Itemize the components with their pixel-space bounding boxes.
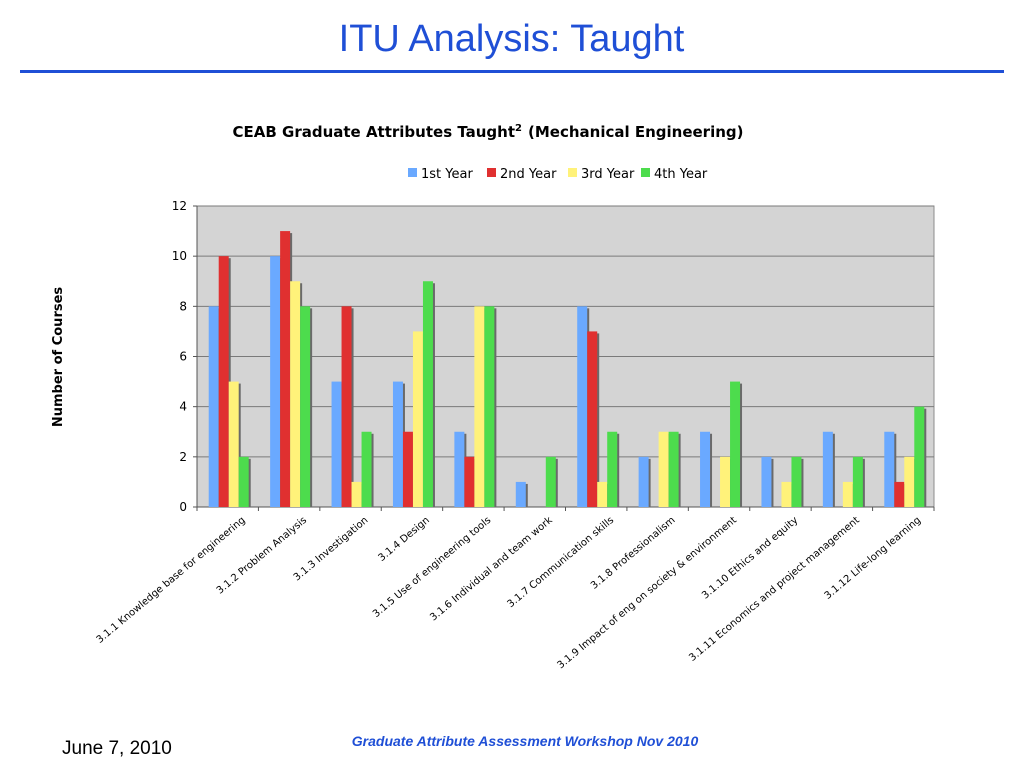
bar xyxy=(228,381,239,507)
bar xyxy=(218,256,229,507)
legend-label: 4th Year xyxy=(654,167,708,182)
y-tick-label: 4 xyxy=(179,400,187,414)
y-tick-label: 6 xyxy=(179,350,187,364)
bar xyxy=(720,456,731,507)
bar xyxy=(904,456,915,507)
bar xyxy=(341,306,352,507)
bar xyxy=(208,306,219,507)
legend-swatch xyxy=(641,168,650,177)
legend-label: 3rd Year xyxy=(581,167,635,182)
y-tick-label: 10 xyxy=(172,249,187,263)
y-tick-label: 12 xyxy=(172,199,187,213)
slide-title: ITU Analysis: Taught xyxy=(338,18,685,60)
bar xyxy=(577,306,588,507)
title-divider xyxy=(20,70,1004,73)
legend-swatch xyxy=(568,168,577,177)
bar xyxy=(464,456,475,507)
bar xyxy=(351,481,362,507)
x-tick-label: 3.1.7 Communication skills xyxy=(506,515,617,610)
bar xyxy=(587,331,598,507)
bar xyxy=(280,231,291,508)
bar xyxy=(300,306,311,507)
legend-label: 2nd Year xyxy=(500,167,557,182)
bar xyxy=(422,281,433,507)
chart-title-main: CEAB Graduate Attributes Taught xyxy=(232,123,515,141)
bar xyxy=(402,431,413,507)
bar xyxy=(412,331,423,507)
chart-title: CEAB Graduate Attributes Taught2 (Mechani… xyxy=(232,123,743,141)
x-tick-label: 3.1.6 Individual and team work xyxy=(428,515,555,624)
bar xyxy=(852,456,863,507)
bar xyxy=(545,456,556,507)
bar xyxy=(894,481,905,507)
bar xyxy=(392,381,403,507)
x-tick-label: 3.1.4 Design xyxy=(376,515,431,564)
bar xyxy=(822,431,833,507)
bar xyxy=(658,431,669,507)
chart-legend: 1st Year 2nd Year 3rd Year 4th Year xyxy=(408,167,708,182)
x-tick-label: 3.1.5 Use of engineering tools xyxy=(371,515,493,620)
y-tick-label: 0 xyxy=(179,500,187,514)
y-tick-label: 8 xyxy=(179,299,187,313)
y-axis-label: Number of Courses xyxy=(51,287,66,428)
bar xyxy=(700,431,711,507)
legend-swatch xyxy=(487,168,496,177)
chart-title-superscript: 2 xyxy=(515,123,522,134)
bar xyxy=(668,431,679,507)
chart-title-suffix: (Mechanical Engineering) xyxy=(528,123,744,141)
bar xyxy=(484,306,495,507)
bar xyxy=(761,456,772,507)
bar xyxy=(331,381,342,507)
bar xyxy=(361,431,372,507)
bar xyxy=(290,281,301,507)
bar xyxy=(474,306,485,507)
bar xyxy=(597,481,608,507)
bar xyxy=(842,481,853,507)
bar xyxy=(238,456,249,507)
legend-swatch xyxy=(408,168,417,177)
footer-workshop-title: Graduate Attribute Assessment Workshop N… xyxy=(351,733,699,749)
bar xyxy=(270,256,281,507)
legend-label: 1st Year xyxy=(421,167,473,182)
bar xyxy=(730,381,741,507)
bar xyxy=(515,481,526,507)
bar xyxy=(914,406,925,507)
y-tick-label: 2 xyxy=(179,450,187,464)
bar xyxy=(607,431,618,507)
bar xyxy=(454,431,465,507)
bar xyxy=(781,481,792,507)
bar xyxy=(884,431,895,507)
x-tick-label: 3.1.12 Life-long learning xyxy=(823,515,924,602)
bar xyxy=(791,456,802,507)
bar xyxy=(638,456,649,507)
footer-date: June 7, 2010 xyxy=(62,738,172,759)
